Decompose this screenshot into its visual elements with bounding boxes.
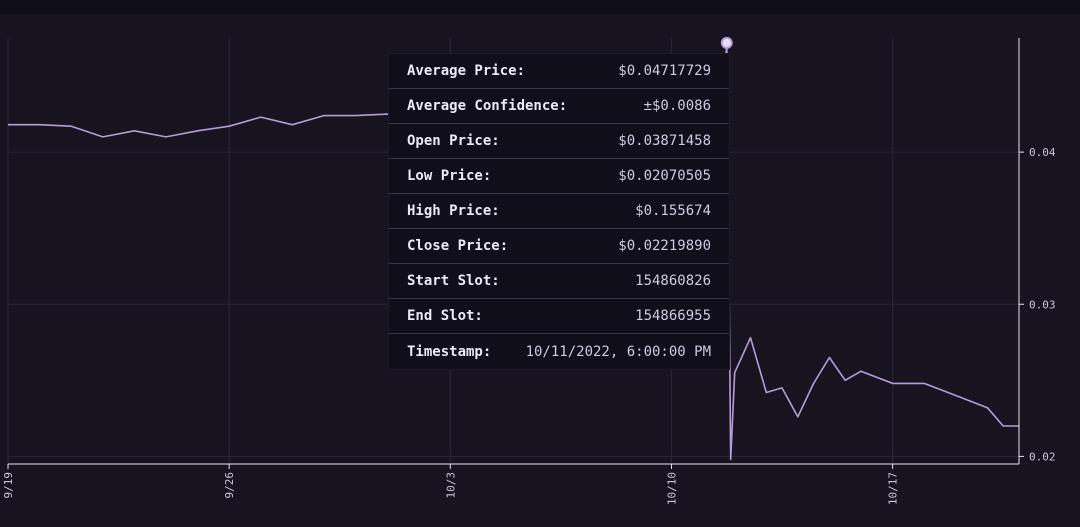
tooltip-label: High Price:: [407, 203, 500, 219]
tooltip-value: $0.02219890: [618, 238, 711, 254]
x-tick-label: 10/17: [887, 472, 900, 505]
tooltip-row: Start Slot: 154860826: [389, 264, 729, 299]
tooltip-label: Low Price:: [407, 168, 492, 184]
tooltip-row: Timestamp: 10/11/2022, 6:00:00 PM: [389, 334, 729, 369]
x-tick-label: 9/26: [223, 472, 236, 499]
x-tick-label: 10/3: [444, 472, 457, 499]
tooltip-row: Average Confidence: ±$0.0086: [389, 89, 729, 124]
x-tick-label: 10/10: [665, 472, 678, 505]
tooltip-row: Close Price: $0.02219890: [389, 229, 729, 264]
tooltip-value: $0.155674: [635, 203, 711, 219]
highlight-layer: [720, 36, 733, 49]
tooltip-value: $0.02070505: [618, 168, 711, 184]
x-tick-label: 9/19: [2, 472, 15, 499]
tooltip-label: Average Confidence:: [407, 98, 568, 114]
highlighted-point: [720, 36, 733, 49]
tooltip-row: Low Price: $0.02070505: [389, 159, 729, 194]
y-tick-label: 0.03: [1029, 298, 1056, 311]
tooltip-label: Close Price:: [407, 238, 509, 254]
axes: [7, 38, 1024, 469]
tooltip-row: End Slot: 154866955: [389, 299, 729, 334]
tooltip-value: 154860826: [635, 273, 711, 289]
tooltip-label: Average Price:: [407, 63, 526, 79]
tooltip-value: ±$0.0086: [643, 98, 711, 114]
tooltip-value: $0.03871458: [618, 133, 711, 149]
tooltip-value: $0.04717729: [618, 63, 711, 79]
top-bar: [0, 0, 1080, 14]
tooltip-value: 10/11/2022, 6:00:00 PM: [525, 343, 711, 360]
tooltip-row: Average Price: $0.04717729: [389, 54, 729, 89]
tooltip-label: Timestamp:: [407, 343, 492, 360]
price-tooltip: Average Price: $0.04717729 Average Confi…: [388, 53, 730, 370]
tick-labels: 9/19 9/26 10/3 10/10 10/17 0.02 0.03 0.04: [2, 146, 1056, 505]
y-tick-label: 0.04: [1029, 146, 1056, 159]
tooltip-row: High Price: $0.155674: [389, 194, 729, 229]
y-tick-label: 0.02: [1029, 450, 1056, 463]
tooltip-label: Start Slot:: [407, 273, 500, 289]
tooltip-row: Open Price: $0.03871458: [389, 124, 729, 159]
tooltip-label: End Slot:: [407, 308, 483, 324]
tooltip-value: 154866955: [635, 308, 711, 324]
tooltip-label: Open Price:: [407, 133, 500, 149]
